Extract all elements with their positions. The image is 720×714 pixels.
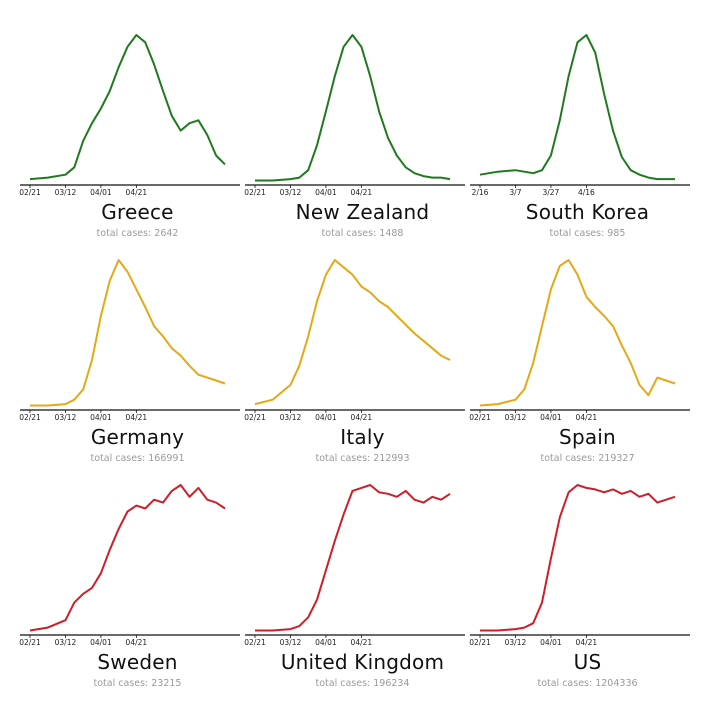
- x-tick-label: 04/21: [576, 638, 598, 647]
- series-line: [480, 484, 676, 632]
- x-tick-label: 02/21: [244, 188, 266, 197]
- country-name: New Zealand: [295, 200, 430, 224]
- line-chart: 02/21 03/12 04/01 04/21: [19, 34, 240, 197]
- x-tick-label: 03/12: [505, 638, 527, 647]
- series-line: [479, 34, 675, 181]
- x-tick-label: 3/27: [542, 188, 559, 197]
- x-tick-label: 04/21: [351, 638, 373, 647]
- x-tick-label: 04/01: [315, 413, 337, 422]
- x-tick-label: 04/01: [315, 638, 337, 647]
- x-tick-label: 04/01: [540, 413, 562, 422]
- x-tick-label: 04/01: [90, 638, 112, 647]
- x-tick-label: 04/21: [126, 188, 148, 197]
- total-cases-label: total cases: 166991: [90, 453, 185, 464]
- chart-panel: 02/21 03/12 04/01 04/21 New Zealand total cas…: [244, 20, 470, 245]
- series-line: [29, 484, 226, 632]
- x-tick-label: 02/21: [469, 638, 491, 647]
- x-tick-label: 04/01: [315, 188, 337, 197]
- line-chart: 02/21 03/12 04/01 04/21: [244, 484, 465, 647]
- x-tick-label: 03/12: [280, 638, 302, 647]
- total-cases-label: total cases: 985: [549, 228, 626, 239]
- line-chart: 02/21 03/12 04/01 04/21: [469, 484, 690, 647]
- chart-panel: 02/21 03/12 04/01 04/21 Greece total cases: 2…: [19, 20, 245, 245]
- series-line: [30, 259, 226, 407]
- series-line: [29, 34, 226, 181]
- line-chart: 02/21 03/12 04/01 04/21: [19, 484, 240, 647]
- total-cases-label: total cases: 1488: [321, 228, 404, 239]
- series-line: [255, 484, 451, 632]
- x-tick-label: 03/12: [55, 188, 77, 197]
- x-tick-label: 4/16: [578, 188, 595, 197]
- x-tick-label: 02/21: [244, 413, 266, 422]
- x-tick-label: 03/12: [280, 188, 302, 197]
- x-tick-label: 04/21: [126, 638, 148, 647]
- x-tick-label: 02/21: [19, 413, 41, 422]
- series-line: [254, 259, 451, 406]
- country-name: Germany: [90, 425, 185, 449]
- x-tick-label: 04/01: [90, 413, 112, 422]
- country-name: US: [573, 650, 602, 674]
- line-chart: 02/21 03/12 04/01 04/21: [244, 259, 465, 422]
- country-name: South Korea: [525, 200, 650, 224]
- country-name: Greece: [101, 200, 174, 224]
- chart-panel: 02/21 03/12 04/01 04/21 Italy total cases: 21…: [244, 245, 470, 470]
- x-tick-label: 02/21: [244, 638, 266, 647]
- total-cases-label: total cases: 196234: [315, 678, 410, 689]
- total-cases-label: total cases: 1204336: [537, 678, 638, 689]
- line-chart: 02/21 03/12 04/01 04/21: [469, 259, 690, 422]
- chart-panel: 02/21 03/12 04/01 04/21 Germany total cases: …: [19, 245, 245, 470]
- x-tick-label: 04/21: [351, 188, 373, 197]
- total-cases-label: total cases: 23215: [93, 678, 182, 689]
- chart-panel: 02/21 03/12 04/01 04/21 United Kingdom total …: [244, 470, 470, 695]
- x-tick-label: 03/12: [55, 413, 77, 422]
- total-cases-label: total cases: 219327: [540, 453, 635, 464]
- series-line: [255, 34, 451, 182]
- x-tick-label: 3/7: [509, 188, 521, 197]
- series-line: [479, 259, 676, 407]
- country-name: Italy: [340, 425, 385, 449]
- chart-panel: 02/21 03/12 04/01 04/21 US total cases: 12043…: [469, 470, 695, 695]
- x-tick-label: 03/12: [280, 413, 302, 422]
- x-tick-label: 04/01: [90, 188, 112, 197]
- country-name: Sweden: [97, 650, 178, 674]
- country-name: United Kingdom: [280, 650, 445, 674]
- x-tick-label: 04/01: [540, 638, 562, 647]
- x-tick-label: 04/21: [576, 413, 598, 422]
- line-chart: 02/21 03/12 04/01 04/21: [19, 259, 240, 422]
- country-name: Spain: [559, 425, 616, 449]
- chart-panel: 2/16 3/7 3/27 4/16 South Korea total cases: 9…: [470, 20, 695, 245]
- chart-panel: 02/21 03/12 04/01 04/21 Sweden total cases: 2…: [19, 470, 245, 695]
- x-tick-label: 04/21: [351, 413, 373, 422]
- chart-panel: 02/21 03/12 04/01 04/21 Spain total cases: 21…: [469, 245, 695, 470]
- total-cases-label: total cases: 2642: [96, 228, 179, 239]
- x-tick-label: 03/12: [505, 413, 527, 422]
- line-chart: 2/16 3/7 3/27 4/16: [470, 34, 690, 197]
- x-tick-label: 02/21: [19, 188, 41, 197]
- x-tick-label: 02/21: [19, 638, 41, 647]
- line-chart: 02/21 03/12 04/01 04/21: [244, 34, 465, 197]
- total-cases-label: total cases: 212993: [315, 453, 410, 464]
- x-tick-label: 04/21: [126, 413, 148, 422]
- x-tick-label: 03/12: [55, 638, 77, 647]
- x-tick-label: 2/16: [472, 188, 489, 197]
- x-tick-label: 02/21: [469, 413, 491, 422]
